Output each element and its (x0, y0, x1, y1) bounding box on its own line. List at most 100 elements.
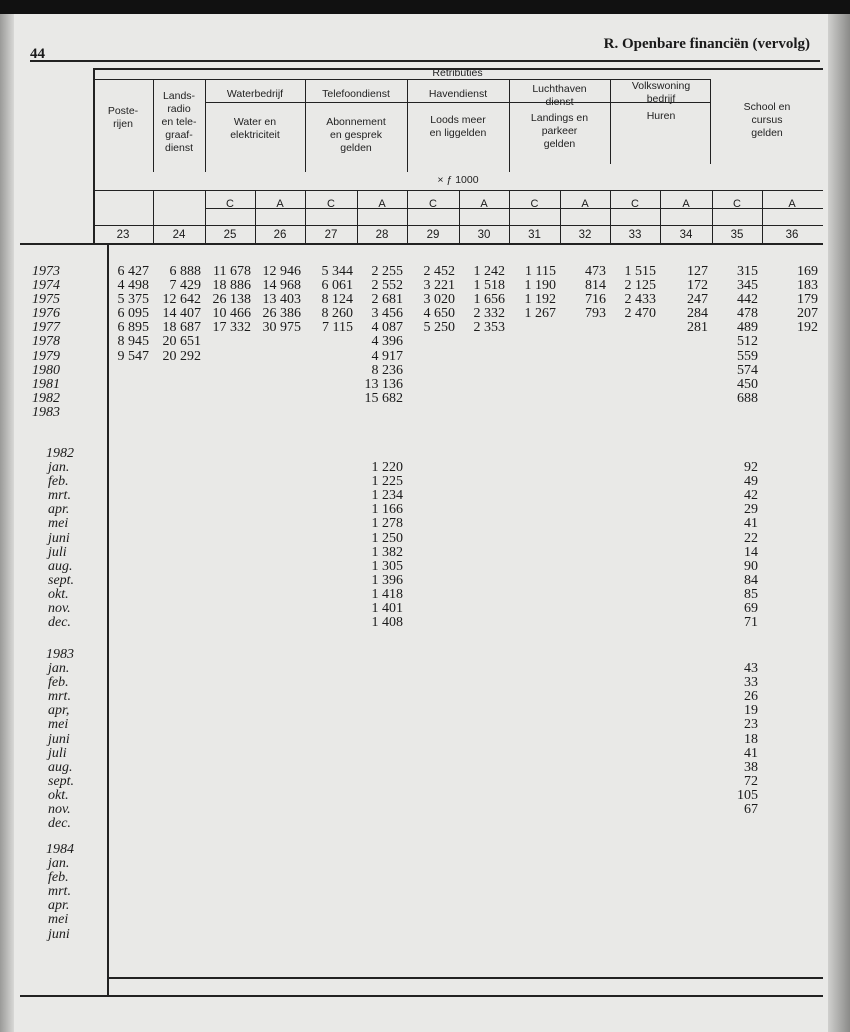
cell-col-26 (255, 857, 305, 871)
rule (107, 243, 109, 996)
rule (153, 190, 154, 243)
cell-col-28 (357, 761, 407, 775)
table-row: 1983 (20, 405, 822, 420)
cell-col-27 (305, 648, 357, 662)
cell-col-32 (560, 817, 610, 831)
cell-col-30 (459, 532, 509, 546)
cell-col-29 (407, 843, 459, 857)
cell-col-35: 42 (744, 488, 758, 504)
cell-col-27 (305, 616, 357, 630)
cell-col-30 (459, 489, 509, 503)
row-label: 1978 (32, 334, 60, 350)
col-header-waterbedrijf: Waterbedrijf (226, 88, 284, 100)
cell-col-30 (459, 899, 509, 913)
table-row: jan. 1 220 92 (20, 461, 822, 475)
cell-col-32 (560, 648, 610, 662)
column-number: 23 (116, 229, 130, 241)
cell-col-23 (93, 803, 153, 817)
cell-col-25 (205, 690, 255, 704)
cell-col-23 (93, 503, 153, 517)
table-row: dec. (20, 817, 822, 831)
row-label: 1973 (32, 264, 60, 279)
cell-col-30: 2 353 (473, 320, 506, 336)
cell-col-29 (407, 817, 459, 831)
table-row: 1982 15 682 688 (20, 391, 822, 406)
row-label: sept. (48, 572, 75, 588)
cell-col-28 (357, 648, 407, 662)
cell-col-36 (762, 489, 822, 503)
table-row: sept. 1 396 84 (20, 572, 822, 588)
cell-col-31 (509, 350, 560, 364)
table-row: juli 41 (20, 746, 822, 761)
cell-col-30 (459, 350, 509, 364)
cell-col-33 (610, 761, 660, 775)
cell-col-35: 41 (744, 516, 758, 532)
cell-col-33 (610, 718, 660, 732)
cell-col-28 (357, 406, 407, 420)
cell-col-24 (153, 817, 205, 831)
cell-col-27 (305, 503, 357, 517)
cell-col-25 (205, 532, 255, 546)
cell-col-26 (255, 648, 305, 662)
cell-col-30 (459, 704, 509, 718)
col-header-luchthaven: Luchthaven dienst (532, 83, 587, 108)
table-row: 1984 (20, 842, 822, 857)
col-header-landsradio: Lands- radio en tele- graaf- dienst (161, 90, 197, 154)
cell-col-34 (660, 718, 712, 732)
cell-col-36 (762, 817, 822, 831)
cell-col-33 (610, 616, 660, 630)
ca-label: A (682, 198, 690, 210)
rule (610, 190, 611, 243)
cell-col-36 (762, 775, 822, 789)
cell-col-31 (509, 588, 560, 602)
cell-col-29 (407, 532, 459, 546)
row-label: jan. (48, 661, 70, 677)
cell-col-29 (407, 690, 459, 704)
cell-col-33 (610, 406, 660, 420)
ca-label: A (276, 198, 284, 210)
cell-col-25 (205, 616, 255, 630)
rule (93, 79, 711, 80)
rule (205, 190, 206, 243)
cell-col-31 (509, 489, 560, 503)
cell-col-28: 1 396 (371, 572, 404, 588)
cell-col-35: 442 (737, 292, 758, 308)
cell-col-24 (153, 857, 205, 871)
cell-col-35: 29 (744, 502, 758, 518)
table-row: 1979 9 547 20 292 4 917 559 (20, 349, 822, 364)
row-label: mei (48, 516, 69, 532)
cell-col-27 (305, 489, 357, 503)
cell-col-26 (255, 588, 305, 602)
cell-col-33 (610, 546, 660, 560)
cell-col-36 (762, 364, 822, 378)
cell-col-35 (712, 913, 762, 927)
cell-col-34 (660, 775, 712, 789)
cell-col-36 (762, 843, 822, 857)
cell-col-32 (560, 588, 610, 602)
cell-col-31 (509, 616, 560, 630)
cell-col-24 (153, 885, 205, 899)
cell-col-24 (153, 616, 205, 630)
cell-col-23: 6 895 (117, 320, 150, 336)
column-number: 31 (528, 229, 541, 241)
cell-col-28 (357, 871, 407, 885)
cell-col-31 (509, 602, 560, 616)
cell-col-23 (93, 704, 153, 718)
rule (407, 80, 408, 172)
cell-col-31 (509, 648, 560, 662)
table-row: 1976 6 095 14 407 10 466 26 386 8 260 3 456 4 6… (20, 307, 822, 321)
cell-col-30: 1 518 (473, 278, 506, 294)
cell-col-25 (205, 775, 255, 789)
cell-col-35: 512 (737, 334, 758, 350)
cell-col-24 (153, 871, 205, 885)
cell-col-30 (459, 574, 509, 588)
cell-col-29 (407, 350, 459, 364)
cell-col-36 (762, 532, 822, 546)
cell-col-28 (357, 803, 407, 817)
cell-col-31 (509, 690, 560, 704)
cell-col-25: 26 138 (212, 292, 252, 308)
row-label: aug. (48, 558, 73, 574)
cell-col-25 (205, 704, 255, 718)
cell-col-23 (93, 761, 153, 775)
cell-col-24 (153, 447, 205, 461)
